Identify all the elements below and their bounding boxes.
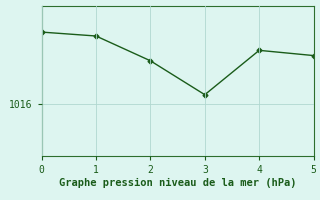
X-axis label: Graphe pression niveau de la mer (hPa): Graphe pression niveau de la mer (hPa) xyxy=(59,178,296,188)
